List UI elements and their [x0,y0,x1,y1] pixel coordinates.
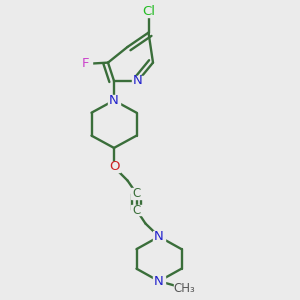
Bar [79,59,92,69]
Bar [153,231,165,242]
Bar [108,162,120,172]
Text: O: O [109,160,119,173]
Text: C: C [132,187,141,200]
Text: F: F [82,57,89,70]
Text: CH₃: CH₃ [174,282,195,295]
Bar [130,205,142,215]
Bar [138,7,159,17]
Text: N: N [109,94,119,107]
Bar [153,276,165,286]
Text: N: N [133,74,143,87]
Text: C: C [132,203,141,217]
Text: N: N [154,275,164,288]
Bar [130,188,142,199]
Bar [174,283,195,293]
Text: Cl: Cl [142,5,155,18]
Bar [108,95,120,106]
Bar [132,76,144,86]
Text: N: N [154,230,164,243]
